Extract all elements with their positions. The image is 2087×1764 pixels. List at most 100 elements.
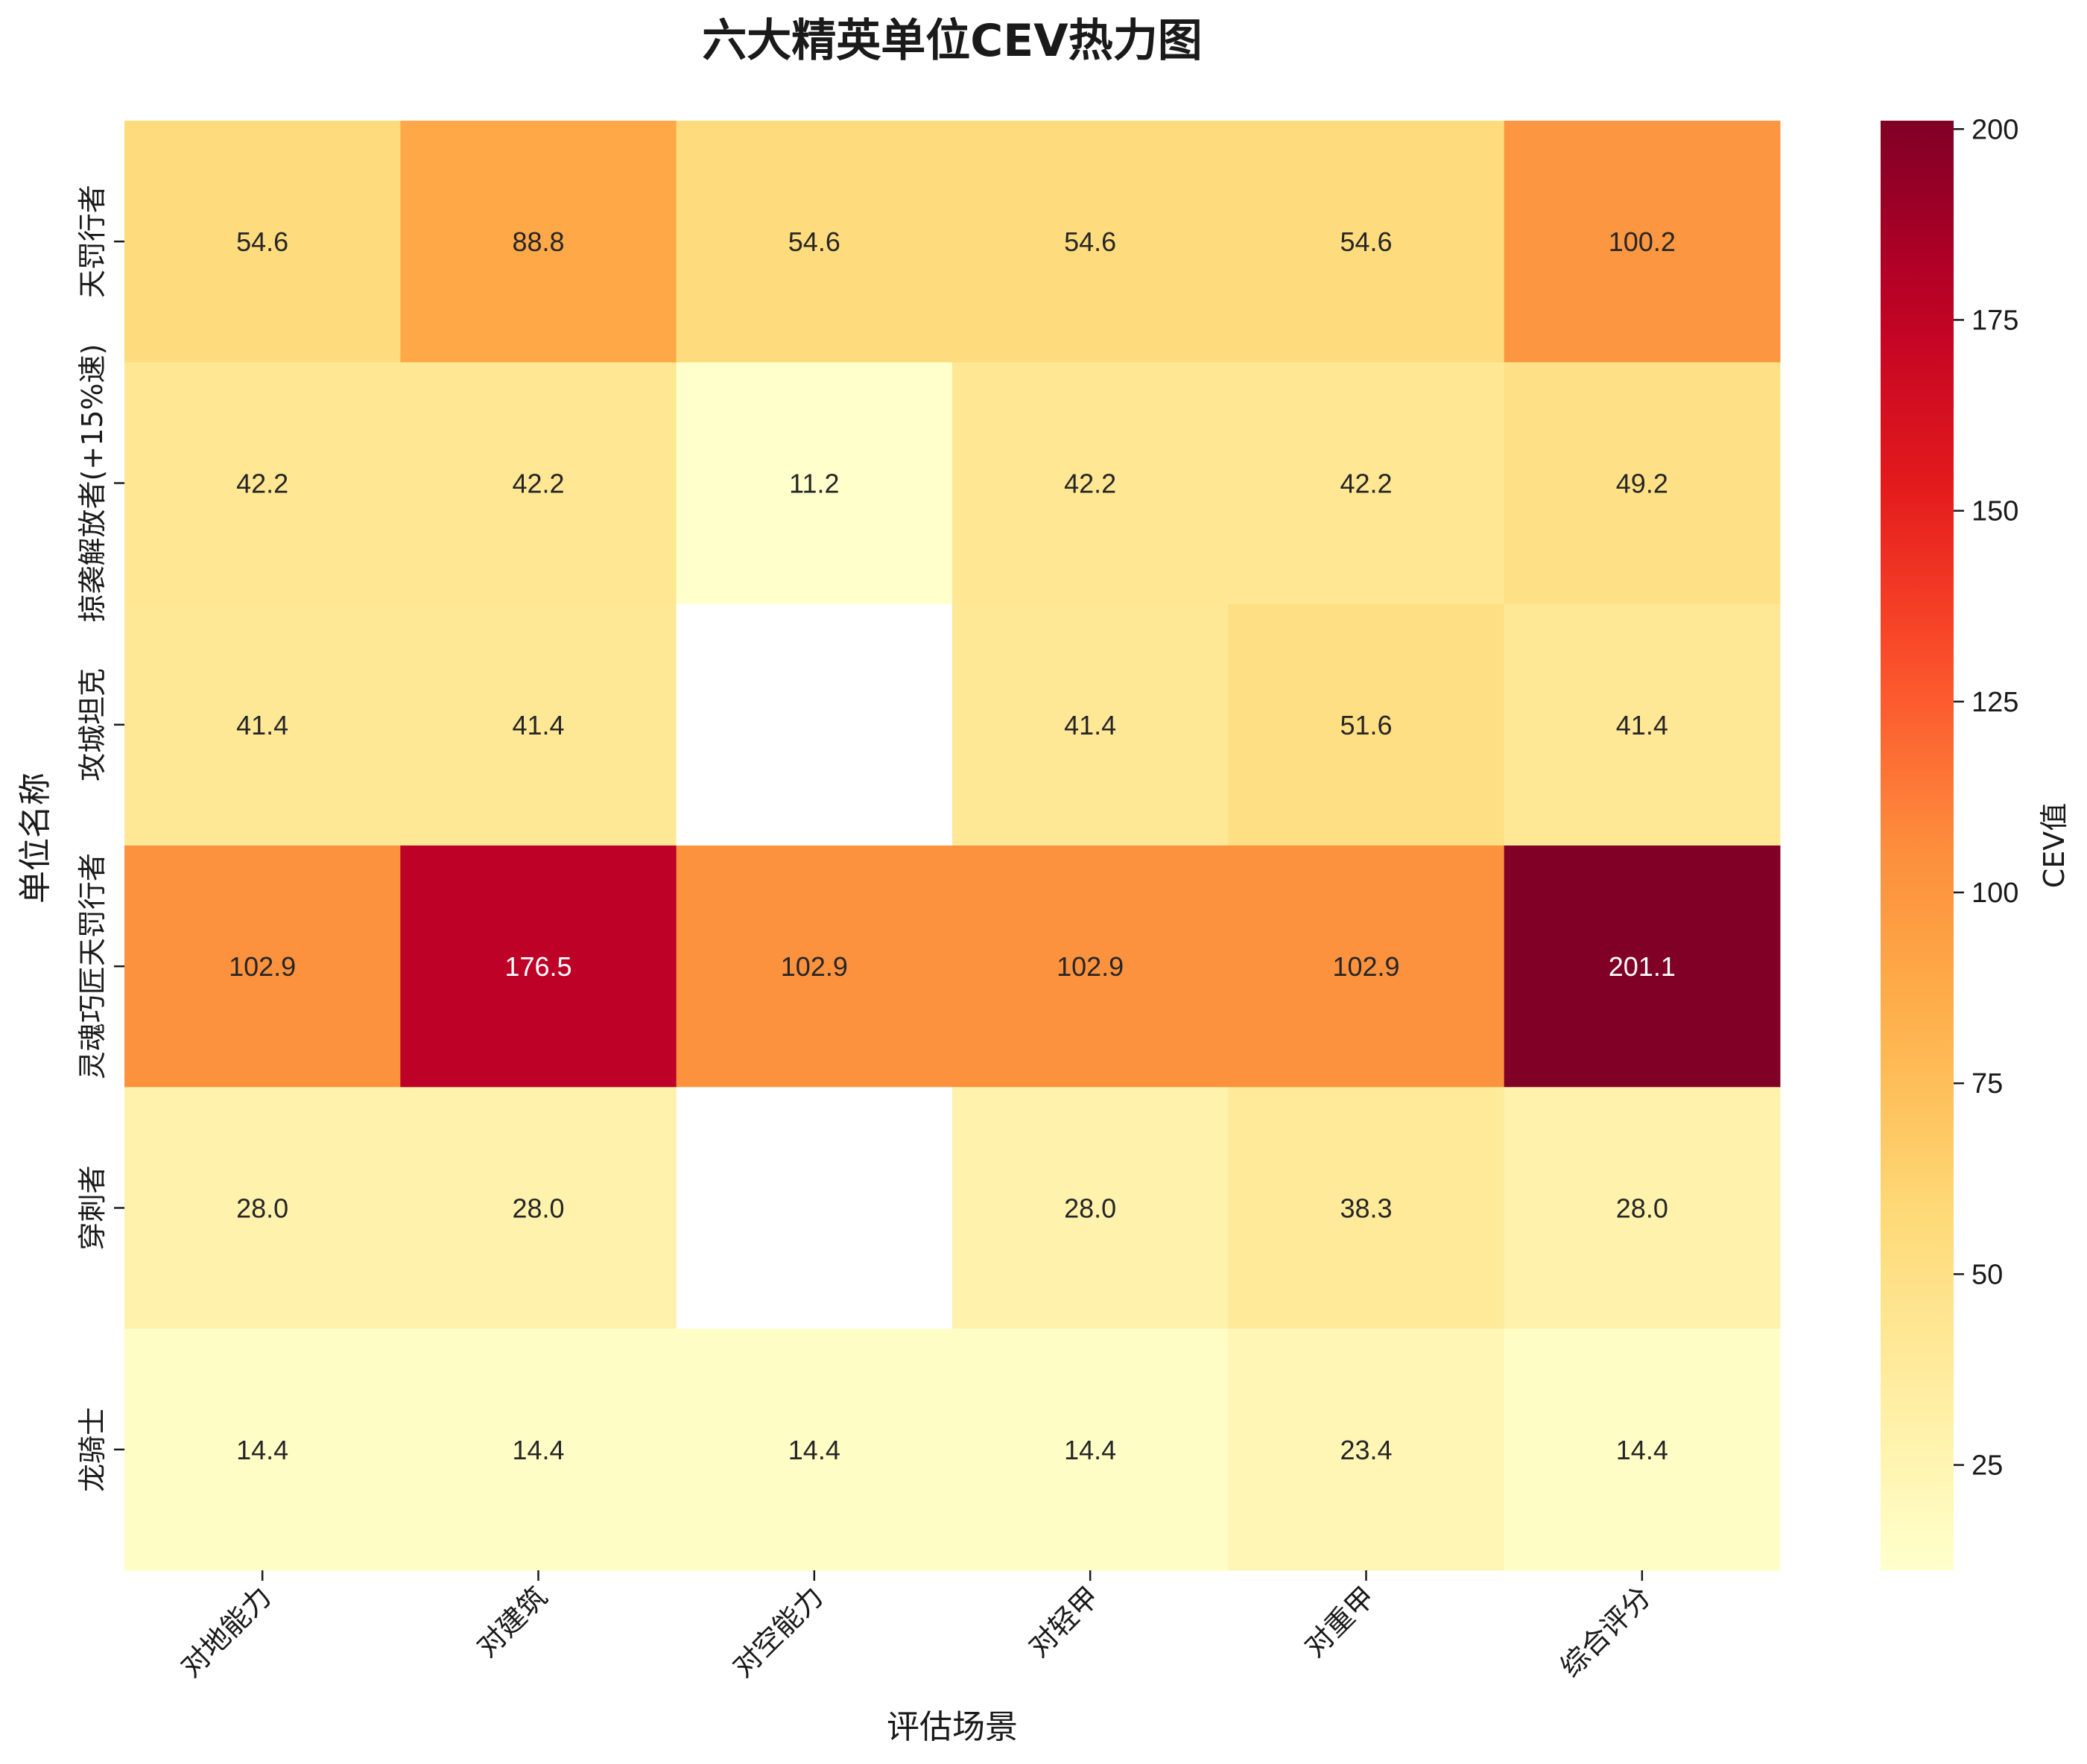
heatmap-cells: 54.6 88.8 54.6 54.6 54.6 100.2 42.2 42.2 11.2 42.…: [124, 121, 1781, 1571]
cell-value-label: 49.2: [1616, 469, 1668, 499]
heatmap-cell: [124, 603, 401, 846]
heatmap-cell-empty: [676, 603, 953, 846]
heatmap-cell: [1228, 1328, 1505, 1571]
cell-value-label: 14.4: [1064, 1435, 1116, 1465]
colorbar-tick-label: 200: [1972, 114, 2018, 145]
cell-value-label: 14.4: [512, 1435, 564, 1465]
heatmap-cell: [1228, 362, 1505, 605]
chart-title: 六大精英单位CEV热力图: [702, 15, 1202, 67]
y-tick-label: 攻城坦克: [76, 668, 109, 781]
x-tick-label: 对空能力: [726, 1580, 830, 1684]
heatmap-cell: [1504, 362, 1781, 605]
heatmap-cell: [400, 845, 677, 1088]
x-tick-label: 对建筑: [470, 1580, 554, 1663]
colorbar-tick-label: 150: [1972, 496, 2018, 527]
cell-value-label: 28.0: [236, 1193, 288, 1224]
heatmap-cell: [676, 121, 953, 363]
heatmap-cell: [124, 1087, 401, 1330]
cell-value-label: 42.2: [236, 469, 288, 499]
y-axis-title: 单位名称: [16, 772, 54, 904]
heatmap-cell: [952, 1328, 1229, 1571]
cell-value-label: 41.4: [1064, 710, 1116, 740]
x-axis-ticks: 对地能力 对建筑 对空能力 对轻甲 对重甲 综合评分: [174, 1570, 1657, 1684]
cell-value-label: 42.2: [512, 469, 564, 499]
cell-value-label: 28.0: [1616, 1193, 1668, 1224]
cell-value-label: 102.9: [1332, 951, 1399, 982]
heatmap-cell: [952, 603, 1229, 846]
heatmap-cell: [1228, 845, 1505, 1088]
cell-value-label: 41.4: [236, 710, 288, 740]
cell-value-label: 54.6: [236, 226, 288, 257]
cell-value-label: 41.4: [512, 710, 564, 740]
cell-value-label: 201.1: [1609, 951, 1676, 982]
cell-value-label: 14.4: [1616, 1435, 1668, 1465]
colorbar-tick-label: 100: [1972, 878, 2018, 909]
heatmap-cell: [676, 845, 953, 1088]
heatmap-cell: [1504, 121, 1781, 363]
colorbar-gradient: [1881, 121, 1954, 1570]
cell-value-label: 88.8: [512, 226, 564, 257]
y-tick-label: 龙骑士: [76, 1407, 109, 1492]
cell-value-label: 100.2: [1609, 226, 1676, 257]
colorbar: 25 50 75 100 125 150 175 200: [1881, 114, 2018, 1570]
cell-value-label: 11.2: [789, 469, 839, 499]
cell-value-label: 102.9: [229, 951, 296, 982]
y-tick-label: 天罚行者: [76, 185, 109, 298]
colorbar-tick-label: 25: [1972, 1450, 2003, 1482]
heatmap-cell: [676, 1328, 953, 1571]
cell-value-label: 102.9: [781, 951, 848, 982]
heatmap-cell: [952, 362, 1229, 605]
heatmap-cell: [124, 362, 401, 605]
heatmap-cell: [124, 121, 401, 363]
heatmap-cell: [1504, 603, 1781, 846]
cell-value-label: 14.4: [788, 1435, 840, 1465]
heatmap-cell: [400, 603, 677, 846]
cell-value-label: 42.2: [1064, 469, 1116, 499]
y-tick-label: 掠袭解放者(+15%速): [76, 344, 109, 623]
x-axis-title: 评估场景: [887, 1708, 1018, 1746]
heatmap-cell: [1228, 1087, 1505, 1330]
colorbar-tick-label: 125: [1972, 687, 2018, 718]
heatmap-cell: [1504, 1328, 1781, 1571]
cell-value-label: 54.6: [1064, 226, 1116, 257]
cell-value-label: 54.6: [1340, 226, 1392, 257]
heatmap-cell: [952, 121, 1229, 363]
cell-value-label: 14.4: [236, 1435, 288, 1465]
x-tick-label: 综合评分: [1554, 1580, 1658, 1684]
cell-value-label: 42.2: [1340, 469, 1392, 499]
heatmap-cell: [1228, 603, 1505, 846]
heatmap-cell: [400, 362, 677, 605]
heatmap-cell: [1228, 121, 1505, 363]
cell-value-label: 54.6: [788, 226, 840, 257]
heatmap-cell: [400, 1087, 677, 1330]
cell-value-label: 38.3: [1340, 1193, 1392, 1224]
colorbar-tick-label: 50: [1972, 1259, 2003, 1290]
colorbar-tick-label: 175: [1972, 305, 2018, 336]
heatmap-cell: [952, 1087, 1229, 1330]
heatmap-cell: [1504, 1087, 1781, 1330]
x-tick-label: 对重甲: [1298, 1580, 1381, 1663]
heatmap-cell: [952, 845, 1229, 1088]
heatmap-cell: [124, 845, 401, 1088]
heatmap-cell-empty: [676, 1087, 953, 1330]
cell-value-label: 102.9: [1057, 951, 1124, 982]
cell-value-label: 23.4: [1340, 1435, 1392, 1465]
x-tick-label: 对轻甲: [1022, 1580, 1106, 1663]
heatmap-cell: [1504, 845, 1781, 1088]
heatmap-cell: [676, 362, 953, 605]
x-tick-label: 对地能力: [174, 1580, 278, 1684]
cell-value-label: 41.4: [1616, 710, 1668, 740]
heatmap-cell: [400, 1328, 677, 1571]
heatmap-cell: [124, 1328, 401, 1571]
colorbar-label: CEV值: [2038, 803, 2071, 889]
cell-value-label: 28.0: [512, 1193, 564, 1224]
y-tick-label: 灵魂巧匠天罚行者: [76, 853, 109, 1079]
y-tick-label: 穿刺者: [76, 1165, 109, 1250]
colorbar-tick-label: 75: [1972, 1068, 2003, 1100]
cell-value-label: 176.5: [504, 951, 571, 982]
heatmap-cell: [400, 121, 677, 363]
cell-value-label: 51.6: [1340, 710, 1392, 740]
